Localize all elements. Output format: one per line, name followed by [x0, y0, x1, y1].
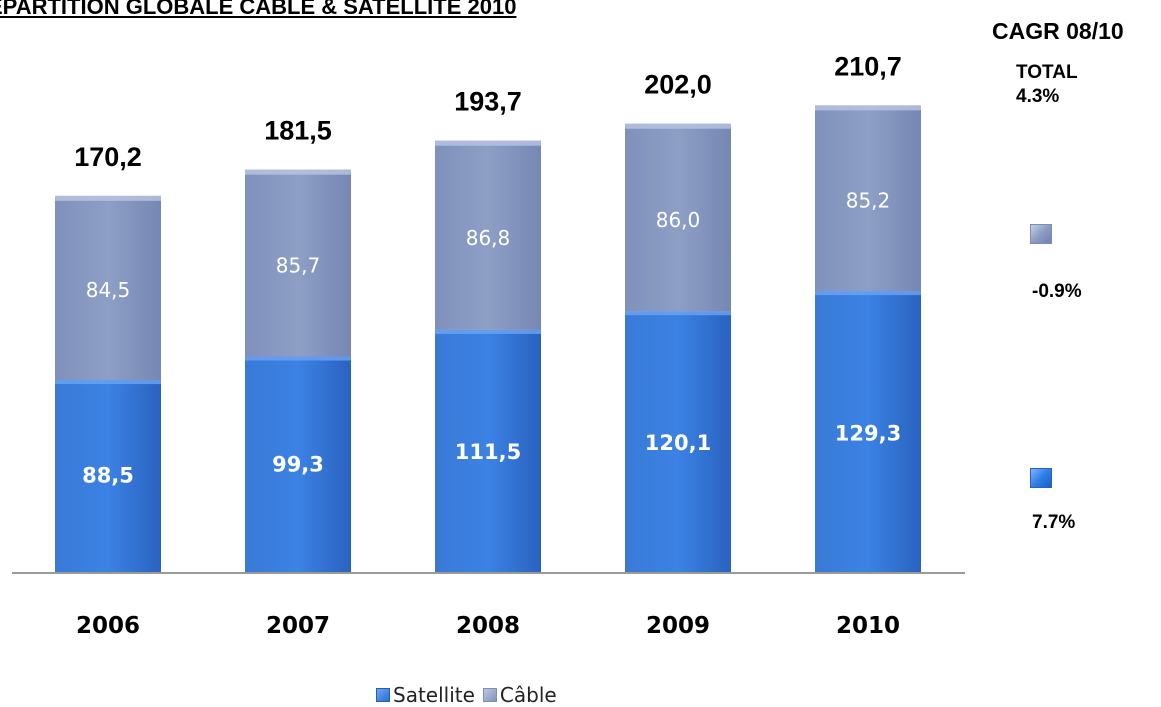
bar-cap-2009 — [625, 123, 731, 129]
bar-cable-2009 — [625, 123, 731, 312]
cagr-total-value: 4.3% — [1016, 86, 1060, 107]
x-tick-label-2008: 2008 — [456, 613, 520, 639]
legend-item-satellite: Satellite — [376, 683, 475, 707]
cagr-satellite-swatch — [1030, 468, 1052, 488]
bar-satellite-2009 — [625, 311, 731, 573]
bar-satellite-2010 — [815, 291, 921, 573]
bar-cable-2008 — [435, 140, 541, 330]
bar-satellite-2007 — [245, 356, 351, 573]
total-label-2006: 170,2 — [74, 142, 142, 172]
data-label-satellite-2008: 111,5 — [455, 440, 521, 464]
bar-cap-2010 — [815, 105, 921, 111]
total-label-2008: 193,7 — [454, 87, 522, 117]
data-label-satellite-2007: 99,3 — [272, 452, 324, 476]
bar-cable-2007 — [245, 169, 351, 357]
data-label-cable-2007: 85,7 — [276, 253, 321, 277]
cagr-satellite-value: 7.7% — [1032, 512, 1076, 533]
bar-satellite-2006 — [55, 380, 161, 573]
bar-cable-2006 — [55, 195, 161, 381]
cagr-title: CAGR 08/10 — [992, 18, 1124, 44]
chart-title: EPARTITION GLOBALE CABLE & SATELLITE 201… — [0, 0, 517, 19]
x-tick-label-2009: 2009 — [646, 613, 710, 639]
bar-cable-2010 — [815, 105, 921, 292]
legend-label-satellite: Satellite — [393, 683, 475, 707]
data-label-cable-2009: 86,0 — [656, 208, 701, 232]
total-label-2009: 202,0 — [644, 70, 712, 100]
x-tick-label-2007: 2007 — [266, 613, 330, 639]
bar-satellite-2008 — [435, 329, 541, 573]
data-label-cable-2008: 86,8 — [466, 226, 511, 250]
cagr-cable-value: -0.9% — [1032, 281, 1082, 302]
x-tick-label-2010: 2010 — [836, 613, 900, 639]
bar-seam-2006 — [55, 380, 161, 385]
bar-seam-2009 — [625, 311, 731, 316]
total-label-2007: 181,5 — [264, 116, 332, 146]
total-label-2010: 210,7 — [834, 51, 902, 81]
bar-cap-2007 — [245, 169, 351, 175]
data-label-satellite-2006: 88,5 — [82, 463, 134, 487]
cagr-cable-swatch — [1030, 224, 1052, 244]
bar-seam-2010 — [815, 291, 921, 296]
bar-cap-2008 — [435, 140, 541, 146]
data-label-cable-2010: 85,2 — [846, 189, 891, 213]
x-tick-label-2006: 2006 — [76, 613, 140, 639]
bar-seam-2008 — [435, 329, 541, 334]
data-label-satellite-2010: 129,3 — [835, 422, 901, 446]
data-label-cable-2006: 84,5 — [86, 278, 131, 302]
bar-cap-2006 — [55, 195, 161, 201]
data-label-satellite-2009: 120,1 — [645, 431, 711, 455]
legend-swatch-cable — [482, 688, 497, 702]
legend-item-cable: Câble — [482, 683, 557, 707]
bar-seam-2007 — [245, 356, 351, 361]
legend-swatch-satellite — [376, 688, 390, 702]
cagr-total-label: TOTAL — [1016, 62, 1078, 83]
chart-legend: Satellite Câble — [376, 683, 557, 707]
legend-label-cable: Câble — [499, 683, 557, 707]
